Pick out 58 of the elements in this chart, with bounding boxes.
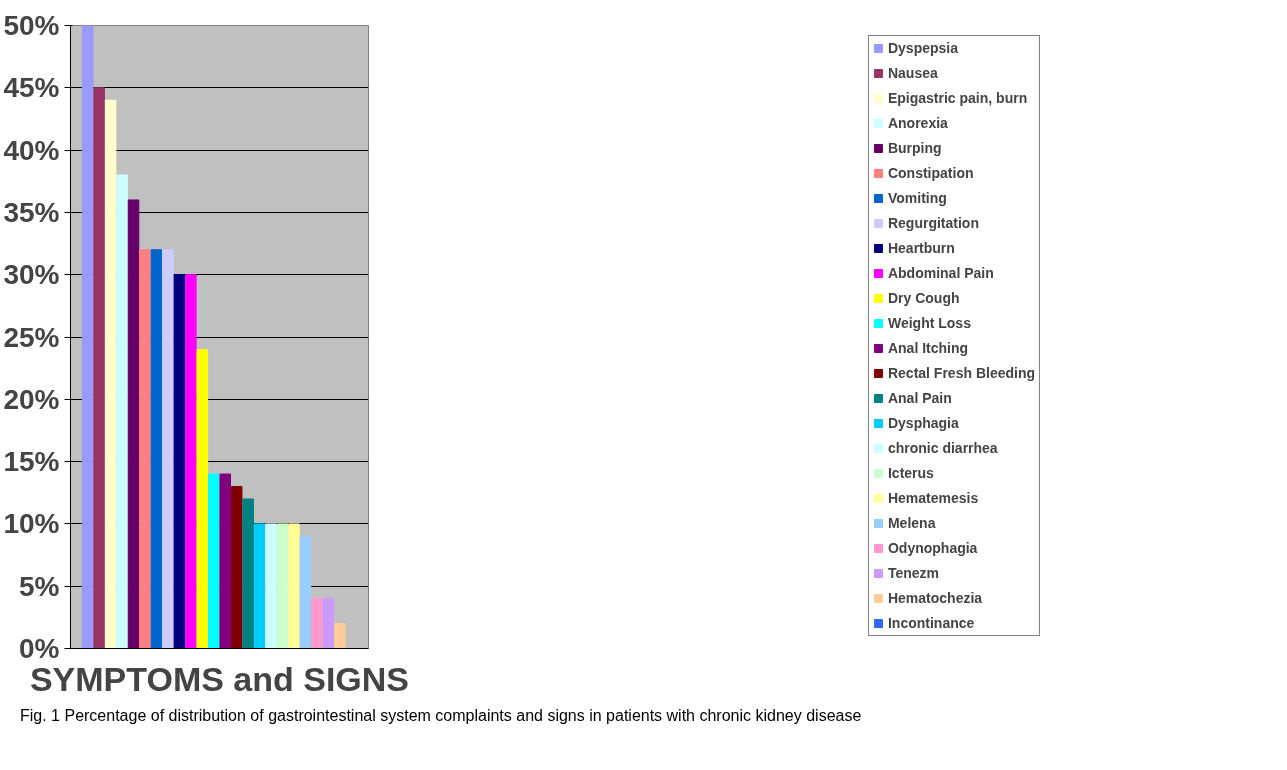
bar xyxy=(150,249,163,649)
legend-label: Hematochezia xyxy=(887,590,983,606)
legend-label: Melena xyxy=(887,515,936,531)
y-tick-label: 5% xyxy=(19,570,60,602)
legend-label: Dysphagia xyxy=(887,415,959,431)
caption: Fig. 1 Percentage of distribution of gastrointestinal system complaints and signs in patients with chronic kidney disease xyxy=(20,706,862,726)
bar xyxy=(219,473,231,649)
bar xyxy=(116,174,128,649)
legend-label: Rectal Fresh Bleeding xyxy=(887,365,1035,381)
bar xyxy=(185,274,197,649)
legend-label: Anal Pain xyxy=(887,390,952,406)
bar xyxy=(104,99,117,649)
legend-label: Burping xyxy=(887,140,942,156)
legend-label: Regurgitation xyxy=(887,215,979,231)
legend-label: Constipation xyxy=(887,165,974,181)
bar xyxy=(265,523,277,649)
legend-label: Abdominal Pain xyxy=(887,265,994,281)
legend-label: Vomiting xyxy=(887,190,947,206)
bar xyxy=(81,25,94,649)
bar xyxy=(162,249,174,649)
legend-label: Weight Loss xyxy=(887,315,971,331)
bar xyxy=(230,486,243,649)
bar xyxy=(276,523,289,649)
legend-label: Hematemesis xyxy=(887,490,979,506)
legend-label: Odynophagia xyxy=(887,540,978,556)
y-tick-label: 25% xyxy=(3,321,60,353)
bar xyxy=(334,623,346,649)
y-tick-label: 35% xyxy=(3,196,60,228)
legend-label: Anal Itching xyxy=(887,340,969,356)
legend-label: Incontinance xyxy=(887,615,975,631)
bar xyxy=(242,498,254,649)
y-tick-label: 10% xyxy=(3,508,60,540)
legend-label: Icterus xyxy=(887,465,934,481)
legend-label: Dry Cough xyxy=(887,290,960,306)
legend-label: chronic diarrhea xyxy=(887,440,998,456)
legend-label: Nausea xyxy=(887,65,938,81)
bar xyxy=(196,348,209,649)
y-tick-label: 20% xyxy=(3,383,60,415)
bar xyxy=(299,535,312,649)
bar xyxy=(311,598,323,649)
legend-label: Tenezm xyxy=(887,565,940,581)
bar xyxy=(253,523,266,649)
bar xyxy=(288,523,300,649)
legend-label: Epigastric pain, burn xyxy=(887,90,1028,106)
y-tick-label: 40% xyxy=(3,134,60,166)
y-tick-label: 15% xyxy=(3,446,60,478)
y-tick-label: 30% xyxy=(3,259,60,291)
bar xyxy=(127,199,140,649)
bar xyxy=(139,249,151,649)
bar xyxy=(93,87,105,649)
legend-label: Dyspepsia xyxy=(887,40,958,56)
bar xyxy=(208,473,220,649)
bar xyxy=(322,598,335,649)
legend-label: Anorexia xyxy=(887,115,948,131)
y-tick-label: 50% xyxy=(3,10,60,41)
y-tick-label: 45% xyxy=(3,72,60,104)
bar xyxy=(173,274,186,649)
legend-label: Heartburn xyxy=(887,240,955,256)
